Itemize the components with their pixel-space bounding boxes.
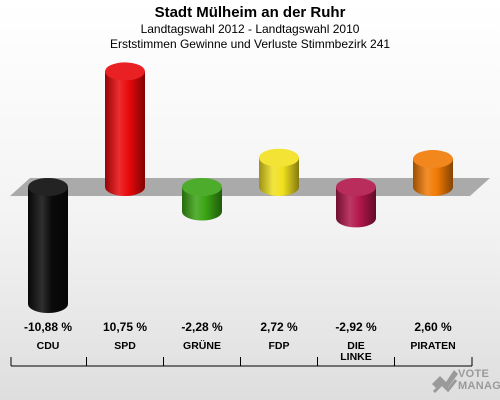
category-label: LINKE: [340, 351, 372, 363]
category-label: SPD: [114, 340, 136, 352]
bar-cap-cdu: [28, 178, 68, 196]
value-label: -2,92 %: [335, 320, 377, 334]
bar-die-linke: [336, 187, 376, 228]
bars-group: [28, 62, 453, 313]
bar-cdu: [28, 187, 68, 313]
bar-cap-grüne: [182, 178, 222, 196]
category-axis: [10, 357, 473, 367]
category-label: DIE: [347, 340, 365, 352]
category-label: FDP: [269, 340, 290, 352]
value-label: -10,88 %: [24, 320, 72, 334]
bar-spd: [105, 71, 145, 196]
bar-cap-die-linke: [336, 178, 376, 196]
bar-cap-spd: [105, 62, 145, 81]
bar-cap-piraten: [413, 150, 453, 169]
value-label: 2,72 %: [260, 320, 298, 334]
category-label: PIRATEN: [410, 340, 455, 352]
logo-line-1: VOTE: [458, 368, 490, 380]
chart-subtitle-2: Erststimmen Gewinne und Verluste Stimmbe…: [109, 37, 391, 51]
category-label: CDU: [37, 340, 60, 352]
category-label: GRÜNE: [183, 339, 221, 352]
bar-grüne: [182, 187, 222, 221]
chart-header: Stadt Mülheim an der Ruhr Landtagswahl 2…: [0, 4, 500, 52]
value-label: 2,60 %: [414, 320, 452, 334]
chart-title: Stadt Mülheim an der Ruhr: [154, 4, 346, 21]
labels-group: -10,88 % CDU 10,75 % SPD -2,28 % GRÜNE 2,72 % F…: [10, 320, 473, 367]
logo-line-2: MANAGER: [458, 380, 500, 392]
vote-manager-logo-text: VOTE MANAGER: [458, 368, 500, 392]
bar-cap-fdp: [259, 148, 299, 167]
value-label: -2,28 %: [181, 320, 223, 334]
bar-fdp: [259, 157, 299, 196]
vote-manager-logo-icon: [432, 370, 458, 394]
value-label: 10,75 %: [103, 320, 147, 334]
chart-subtitle-1: Landtagswahl 2012 - Landtagswahl 2010: [140, 22, 360, 36]
bar-piraten: [413, 159, 453, 196]
